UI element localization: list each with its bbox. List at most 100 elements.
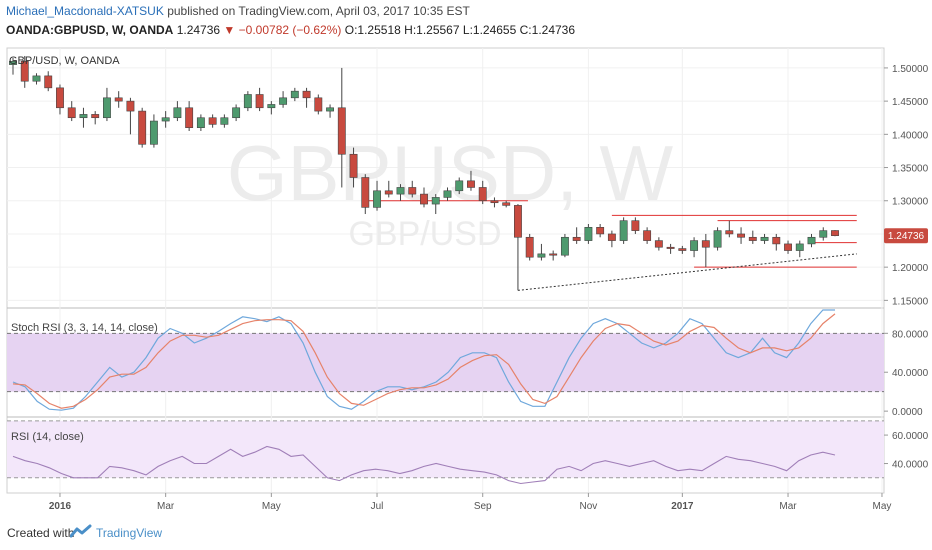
rsi-tick-label: 60.0000 [892,431,929,442]
trend-line [517,253,857,291]
candle-body [32,75,41,82]
time-tick-label: Mar [779,501,797,512]
candle-body [337,107,346,155]
down-arrow-icon: ▼ [223,23,236,37]
candle-body [196,117,205,128]
price-legend: GBP/USD, W, OANDA [9,55,120,67]
candle-body [666,246,675,249]
candle-body [185,107,194,128]
candle-body [220,117,229,125]
candle-body [396,187,405,195]
time-tick-label: Nov [580,501,598,512]
candle-body [713,230,722,248]
close-label: C: [519,23,532,37]
candle-body [9,60,17,65]
price-tick-label: 1.30000 [892,197,929,208]
candles[interactable] [9,55,839,291]
candle-body [619,220,628,241]
price-pane[interactable]: GBPUSD, W GBP/USD GBP/USD, W, OANDA 1.15… [9,48,929,493]
author-link[interactable]: Michael_Macdonald-XATSUK [6,4,164,18]
price-change: −0.00782 (−0.62%) [238,23,342,37]
open-label: O: [344,23,358,37]
candle-body [631,220,640,231]
rsi-line [12,445,836,485]
candle-body [267,104,276,109]
stoch-axis[interactable]: 0.0000 40.0000 80.0000 [884,329,929,418]
low-label: L: [462,23,473,37]
candle-body [91,114,100,119]
stoch-lines [7,309,884,411]
candle-body [431,197,440,205]
footer: Created with TradingView [0,518,932,550]
published-text: published on TradingView.com, April 03, … [167,4,470,18]
candle-body [255,94,264,109]
high-value: 1.25567 [416,23,460,37]
candle-body [701,240,710,248]
candle-body [20,60,29,82]
candle-body [443,190,452,198]
stoch-legend: Stoch RSI (3, 3, 14, 14, close) [11,322,158,334]
price-tick-label: 1.40000 [892,130,929,141]
candle-body [232,107,241,119]
candle-body [572,236,581,241]
candle-body [678,248,687,251]
candle-body [373,190,381,208]
candle-body [208,117,217,125]
price-axis[interactable]: 1.150001.200001.250001.300001.350001.400… [883,48,929,493]
rsi-band [7,420,884,478]
candle-body [737,233,745,238]
stoch-rsi-pane[interactable]: Stoch RSI (3, 3, 14, 14, close) 0.0000 40… [7,309,929,418]
candle-body [643,230,652,241]
rsi-pane[interactable]: RSI (14, close) 40.0000 60.0000 [7,420,929,485]
candle-body [654,240,663,248]
candle-body [243,94,252,109]
time-axis[interactable]: 2016 Mar May Jul Sep Nov 2017 Mar May [7,492,891,512]
candle-body [420,193,428,205]
stoch-tick-label: 0.0000 [892,407,923,418]
price-tag-label: 1.24736 [888,231,925,242]
candle-body [279,97,288,105]
candle-body [748,236,757,241]
rsi-axis[interactable]: 40.0000 60.0000 [884,431,929,471]
candle-body [514,205,522,238]
symbol-name: OANDA:GBPUSD, W, OANDA [6,23,174,37]
candle-body [760,236,769,241]
candle-body [549,253,558,256]
price-tick-label: 1.20000 [892,263,929,274]
rsi-legend: RSI (14, close) [11,431,84,443]
price-tag: 1.24736 [884,228,928,244]
candle-body [384,190,393,195]
low-value: 1.24655 [472,23,517,37]
candle-body [361,177,370,208]
candle-body [772,236,781,245]
tradingview-brand[interactable]: TradingView [96,526,163,540]
rsi-lines [7,420,884,485]
candle-body [455,180,464,192]
candle-body [560,236,569,256]
price-tick-label: 1.45000 [892,97,929,108]
time-tick-label: Mar [157,501,175,512]
price-tick-label: 1.35000 [892,164,929,175]
candle-body [290,90,299,99]
annotations[interactable] [365,200,857,291]
candle-body [161,117,170,122]
candle-body [79,114,88,119]
candle-body [173,107,182,119]
price-tag-box [884,228,928,244]
candle-body [478,187,487,202]
stoch-band [7,333,884,392]
watermark: GBPUSD, W [227,129,674,217]
candle-body [408,187,417,195]
candle-body [149,120,158,145]
time-tick-label: Jul [371,501,384,512]
last-price: 1.24736 [176,23,221,37]
candle-body [138,110,147,145]
candle-body [784,243,792,251]
chart-canvas[interactable]: GBPUSD, W GBP/USD GBP/USD, W, OANDA 1.15… [0,40,932,520]
close-value: 1.24736 [531,23,576,37]
candle-body [819,230,828,238]
candle-body [584,227,593,241]
symbol-line: OANDA:GBPUSD, W, OANDA 1.24736 ▼ −0.0078… [6,23,575,37]
tradingview-logo-icon[interactable] [70,524,92,540]
time-tick-label: May [262,501,281,512]
